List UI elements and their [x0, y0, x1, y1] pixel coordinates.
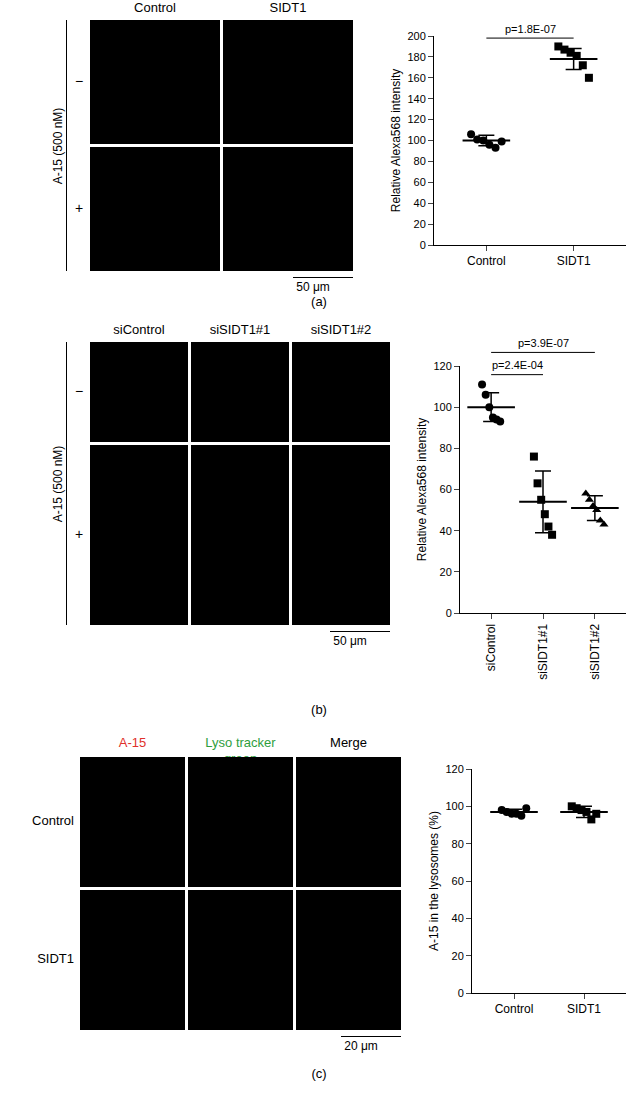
svg-text:160: 160	[407, 72, 425, 84]
svg-text:180: 180	[407, 51, 425, 63]
svg-text:SIDT1: SIDT1	[567, 1002, 601, 1016]
svg-text:60: 60	[452, 875, 464, 887]
svg-text:60: 60	[440, 483, 452, 495]
svg-text:siControl: siControl	[484, 624, 498, 671]
html-text:Merge: Merge	[330, 735, 367, 750]
html-text:Control: Control	[134, 0, 176, 15]
svg-text:40: 40	[440, 525, 452, 537]
html-text:siSIDT1#2: siSIDT1#2	[310, 322, 372, 337]
html-text:50 μm: 50 μm	[333, 634, 367, 648]
svg-text:20: 20	[414, 218, 426, 230]
svg-text:200: 200	[407, 30, 425, 42]
svg-text:40: 40	[452, 912, 464, 924]
svg-text:SIDT1: SIDT1	[557, 254, 591, 268]
html-text:A-15 (500 nM): A-15 (500 nM)	[50, 445, 64, 522]
html-text:(c): (c)	[311, 1066, 327, 1081]
svg-text:40: 40	[414, 197, 426, 209]
svg-text:80: 80	[414, 155, 426, 167]
html-text:A-15: A-15	[118, 735, 147, 750]
html-text:SIDT1: SIDT1	[37, 951, 74, 966]
svg-text:120: 120	[445, 763, 463, 775]
html-text:Lyso tracker green: Lyso tracker green	[205, 735, 276, 766]
svg-text:80: 80	[440, 442, 452, 454]
svg-text:0: 0	[446, 607, 452, 619]
html-text:siSIDT1#1: siSIDT1#1	[209, 322, 271, 337]
svg-text:p=3.9E-07: p=3.9E-07	[518, 337, 569, 349]
svg-text:120: 120	[433, 360, 451, 372]
svg-text:0: 0	[458, 987, 464, 999]
svg-text:Control: Control	[495, 1002, 534, 1016]
html-text:20 μm: 20 μm	[344, 1039, 378, 1053]
html-text:siControl: siControl	[113, 322, 165, 337]
svg-text:p=1.8E-07: p=1.8E-07	[505, 23, 556, 35]
svg-text:Control: Control	[467, 254, 506, 268]
svg-text:80: 80	[452, 838, 464, 850]
html-text:50 μm: 50 μm	[296, 280, 330, 294]
svg-text:siSIDT1#1: siSIDT1#1	[536, 623, 550, 679]
svg-text:100: 100	[407, 134, 425, 146]
svg-text:0: 0	[420, 239, 426, 251]
svg-text:20: 20	[452, 950, 464, 962]
svg-text:p=2.4E-04: p=2.4E-04	[492, 359, 543, 371]
html-text:A-15 (500 nM): A-15 (500 nM)	[50, 107, 64, 184]
svg-text:A-15 in the lysosomes (%): A-15 in the lysosomes (%)	[427, 811, 441, 951]
svg-text:120: 120	[407, 113, 425, 125]
svg-text:100: 100	[445, 800, 463, 812]
svg-text:Relative Alexa568 intensity: Relative Alexa568 intensity	[389, 69, 403, 212]
svg-text:60: 60	[414, 176, 426, 188]
html-text:(a): (a)	[311, 294, 327, 309]
html-text:SIDT1: SIDT1	[269, 0, 307, 15]
html-text:(b): (b)	[311, 702, 327, 717]
svg-text:20: 20	[440, 566, 452, 578]
svg-text:siSIDT1#2: siSIDT1#2	[588, 623, 602, 679]
html-text:Control: Control	[32, 813, 74, 828]
svg-text:100: 100	[433, 401, 451, 413]
svg-text:140: 140	[407, 93, 425, 105]
svg-text:Relative Alexa568 intensity: Relative Alexa568 intensity	[415, 418, 429, 561]
